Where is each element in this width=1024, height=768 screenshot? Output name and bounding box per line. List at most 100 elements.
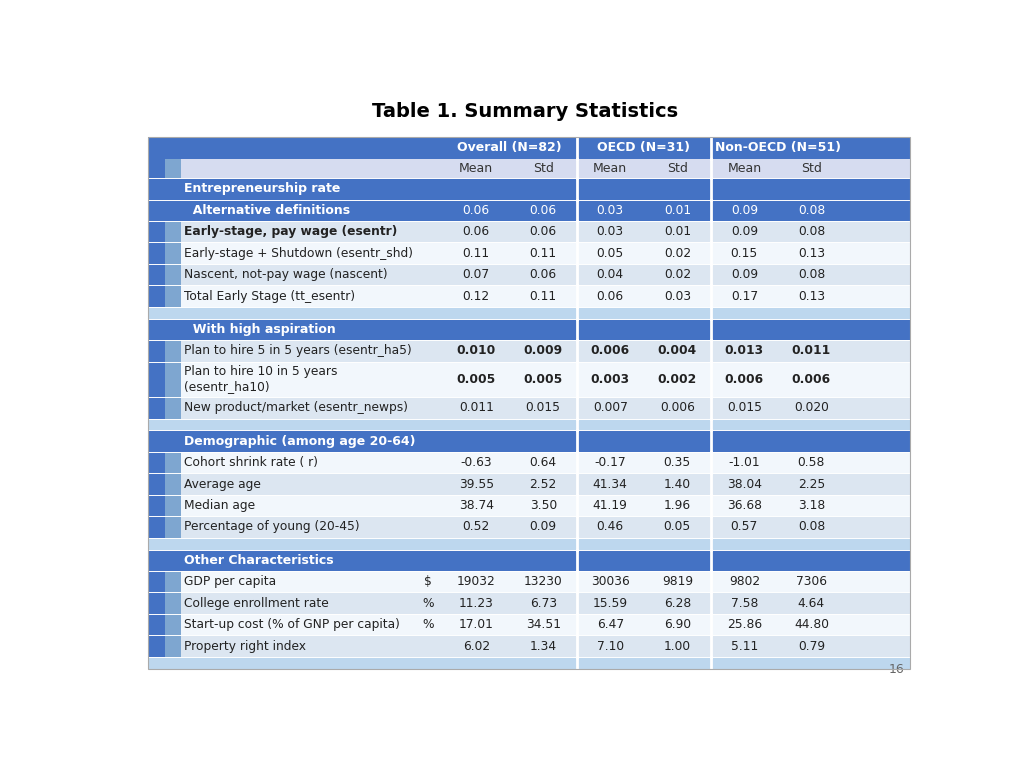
Text: 0.005: 0.005 xyxy=(457,372,496,386)
Text: 0.08: 0.08 xyxy=(798,204,825,217)
Text: 0.79: 0.79 xyxy=(798,640,825,653)
Text: 0.009: 0.009 xyxy=(523,344,563,357)
Text: 3.18: 3.18 xyxy=(798,499,825,512)
Text: 0.05: 0.05 xyxy=(664,521,691,534)
Bar xyxy=(165,516,181,538)
Bar xyxy=(147,495,165,516)
Text: 0.01: 0.01 xyxy=(664,204,691,217)
Bar xyxy=(147,243,909,264)
Bar xyxy=(147,430,909,452)
Text: 1.40: 1.40 xyxy=(664,478,691,491)
Text: Median age: Median age xyxy=(183,499,255,512)
Text: 6.73: 6.73 xyxy=(529,597,557,610)
Bar xyxy=(165,362,181,397)
Text: 0.004: 0.004 xyxy=(657,344,697,357)
Text: 0.17: 0.17 xyxy=(731,290,758,303)
Text: 38.74: 38.74 xyxy=(459,499,494,512)
Text: 0.11: 0.11 xyxy=(463,247,489,260)
Text: 36.68: 36.68 xyxy=(727,499,762,512)
Text: With high aspiration: With high aspiration xyxy=(183,323,336,336)
Text: 0.57: 0.57 xyxy=(731,521,758,534)
Bar xyxy=(147,159,165,178)
Text: Overall (N=82): Overall (N=82) xyxy=(458,141,562,154)
Bar xyxy=(147,137,909,159)
Text: 0.07: 0.07 xyxy=(463,268,489,281)
Text: 0.13: 0.13 xyxy=(798,290,825,303)
Text: 0.011: 0.011 xyxy=(792,344,831,357)
Text: 41.34: 41.34 xyxy=(593,478,628,491)
Bar xyxy=(147,200,909,221)
Text: 39.55: 39.55 xyxy=(459,478,494,491)
Text: 0.58: 0.58 xyxy=(798,456,825,469)
Bar xyxy=(147,614,909,635)
Bar xyxy=(165,286,181,307)
Text: College enrollment rate: College enrollment rate xyxy=(183,597,329,610)
Bar xyxy=(147,221,909,243)
Bar xyxy=(147,221,165,243)
Bar xyxy=(147,264,165,286)
Bar xyxy=(147,419,909,430)
Text: 0.12: 0.12 xyxy=(463,290,489,303)
Text: Non-OECD (N=51): Non-OECD (N=51) xyxy=(715,141,841,154)
Text: $: $ xyxy=(424,575,432,588)
Bar xyxy=(147,550,909,571)
Text: 0.11: 0.11 xyxy=(529,290,557,303)
Text: 0.15: 0.15 xyxy=(731,247,758,260)
Bar xyxy=(165,159,181,178)
Text: 30036: 30036 xyxy=(591,575,630,588)
Bar xyxy=(147,538,909,550)
Text: Mean: Mean xyxy=(727,162,762,175)
Text: 0.08: 0.08 xyxy=(798,225,825,238)
Text: 41.19: 41.19 xyxy=(593,499,628,512)
Text: 0.09: 0.09 xyxy=(731,204,758,217)
Text: 0.06: 0.06 xyxy=(463,204,489,217)
Text: 0.007: 0.007 xyxy=(593,402,628,414)
Text: 0.46: 0.46 xyxy=(597,521,624,534)
Text: -0.17: -0.17 xyxy=(595,456,626,469)
Text: 0.015: 0.015 xyxy=(727,402,762,414)
Text: GDP per capita: GDP per capita xyxy=(183,575,275,588)
Text: 6.90: 6.90 xyxy=(664,618,691,631)
Text: Percentage of young (20-45): Percentage of young (20-45) xyxy=(183,521,359,534)
Bar xyxy=(147,319,909,340)
Text: 7306: 7306 xyxy=(796,575,827,588)
Text: 0.006: 0.006 xyxy=(725,372,764,386)
Text: 1.00: 1.00 xyxy=(664,640,691,653)
Bar xyxy=(147,264,909,286)
Text: 13230: 13230 xyxy=(524,575,562,588)
Text: 0.006: 0.006 xyxy=(792,372,831,386)
Bar xyxy=(147,362,909,397)
Bar xyxy=(147,473,909,495)
Text: 4.64: 4.64 xyxy=(798,597,825,610)
Text: 5.11: 5.11 xyxy=(731,640,758,653)
Text: 0.11: 0.11 xyxy=(529,247,557,260)
Text: 3.50: 3.50 xyxy=(529,499,557,512)
Bar xyxy=(147,571,909,592)
Text: Property right index: Property right index xyxy=(183,640,306,653)
Text: 19032: 19032 xyxy=(457,575,496,588)
Text: 0.015: 0.015 xyxy=(525,402,561,414)
Text: Average age: Average age xyxy=(183,478,260,491)
Bar xyxy=(165,340,181,362)
Text: 7.58: 7.58 xyxy=(731,597,758,610)
Text: Std: Std xyxy=(801,162,822,175)
Text: 0.013: 0.013 xyxy=(725,344,764,357)
Bar xyxy=(147,657,909,669)
Text: 0.006: 0.006 xyxy=(659,402,694,414)
Text: 0.08: 0.08 xyxy=(798,521,825,534)
Bar xyxy=(165,243,181,264)
Text: %: % xyxy=(423,597,434,610)
Text: 9802: 9802 xyxy=(729,575,760,588)
Text: Early-stage, pay wage (esentr): Early-stage, pay wage (esentr) xyxy=(183,225,397,238)
Text: 25.86: 25.86 xyxy=(727,618,762,631)
Bar xyxy=(165,635,181,657)
Text: Total Early Stage (tt_esentr): Total Early Stage (tt_esentr) xyxy=(183,290,354,303)
Bar xyxy=(147,635,165,657)
Text: 0.03: 0.03 xyxy=(597,225,624,238)
Bar xyxy=(165,495,181,516)
Text: 0.02: 0.02 xyxy=(664,268,691,281)
Bar xyxy=(147,614,165,635)
Text: 0.09: 0.09 xyxy=(731,268,758,281)
Text: 0.05: 0.05 xyxy=(597,247,624,260)
Bar xyxy=(147,243,165,264)
